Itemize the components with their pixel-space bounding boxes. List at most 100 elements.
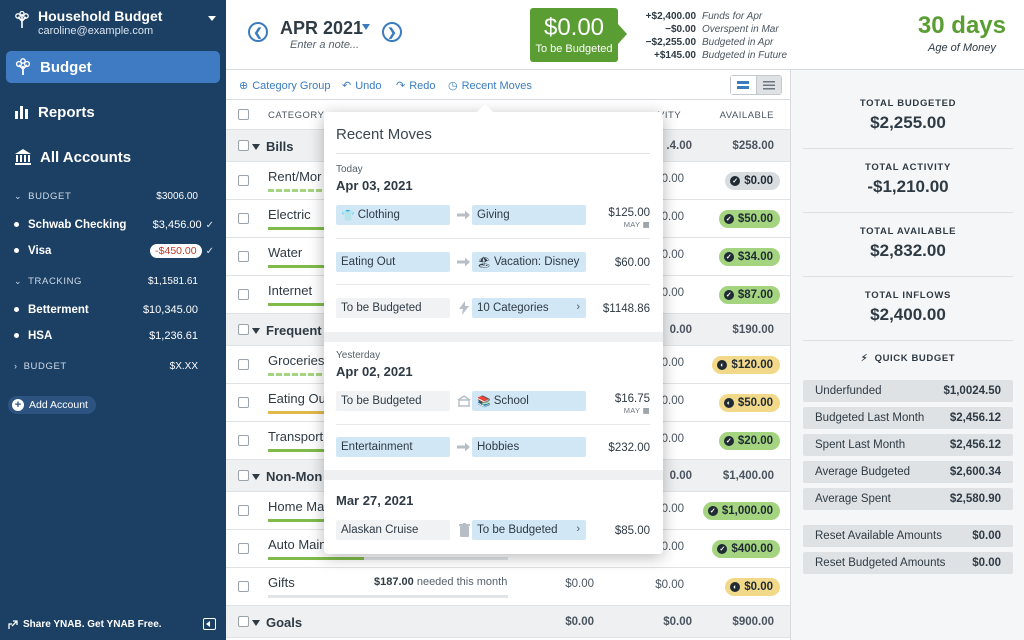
available-pill[interactable]: ◐ $120.00 [712,356,780,374]
row-checkbox[interactable] [238,289,249,300]
group-name[interactable]: Goals [252,615,302,630]
category-name[interactable]: Electric [268,207,311,222]
move-to-category[interactable]: 🏖 Vacation: Disney [472,252,586,272]
row-checkbox[interactable] [238,397,249,408]
group-name[interactable]: Bills [252,139,293,154]
move-item[interactable]: Alaskan Cruise To be Budgeted › $85.00 [336,520,650,540]
group-name[interactable]: Frequent [252,323,322,338]
move-item[interactable]: To be Budgeted 📚 School $16.75 MAY ▦ [336,391,650,415]
nav-reports[interactable]: Reports [6,96,220,128]
account-betterment[interactable]: Betterment $10,345.00 [14,304,198,316]
caret-down-icon [208,16,216,21]
select-all-checkbox[interactable] [238,109,249,120]
account-hsa[interactable]: HSA $1,236.61 [14,330,198,342]
quick-average-spent[interactable]: Average Spent $2,580.90 [803,488,1013,510]
row-checkbox[interactable] [238,505,249,516]
row-checkbox[interactable] [238,251,249,262]
move-from-category[interactable]: Alaskan Cruise [336,520,450,540]
reset-available-button[interactable]: Reset Available Amounts $0.00 [803,525,1013,547]
bolt-icon: ⚡︎ [860,353,869,364]
available-pill[interactable]: ✓ $34.00 [718,248,780,266]
category-name[interactable]: Rent/Mor [268,169,322,184]
move-to-category[interactable]: 📚 School [472,391,586,411]
category-row[interactable]: Gifts $187.00 needed this month $0.00 $0.00… [226,568,790,606]
row-checkbox[interactable] [238,140,249,151]
available-pill[interactable]: ◐ $50.00 [718,394,780,412]
to-be-budgeted[interactable]: $0.00 To be Budgeted [530,8,627,62]
collapse-sidebar-icon[interactable] [203,618,216,630]
category-name[interactable]: Transport [268,429,324,444]
view-toggle [730,75,782,95]
month-dropdown-icon[interactable] [362,24,370,30]
move-to-category[interactable]: To be Budgeted › [472,520,586,540]
available-pill[interactable]: ✓ $1,000.00 [702,502,780,520]
row-checkbox[interactable] [238,213,249,224]
category-name[interactable]: Gifts [268,575,295,590]
category-name[interactable]: Water [268,245,303,260]
row-checkbox[interactable] [238,543,249,554]
category-group-row[interactable]: Goals $0.00 $0.00 $900.00 [226,606,790,638]
compact-view-button[interactable] [756,76,781,94]
move-from-category[interactable]: Entertainment [336,437,450,457]
quick-budgeted-last-month[interactable]: Budgeted Last Month $2,456.12 [803,407,1013,429]
nav-all-accounts[interactable]: All Accounts [6,141,220,173]
available-pill[interactable]: ✓ $50.00 [718,210,780,228]
share-link[interactable]: Share YNAB. Get YNAB Free. [8,619,162,630]
move-item[interactable]: 👕 Clothing Giving $125.00 MAY ▦ [336,205,650,229]
category-name[interactable]: Internet [268,283,313,298]
quick-spent-last-month[interactable]: Spent Last Month $2,456.12 [803,434,1013,456]
available-pill[interactable]: ✓ $400.00 [712,540,780,558]
activity-amount: 0.00 [661,395,684,407]
category-name[interactable]: Home Ma [268,499,325,514]
row-checkbox[interactable] [238,324,249,335]
row-checkbox[interactable] [238,616,249,627]
undo-button[interactable]: ↶ Undo [342,79,382,93]
budget-menu[interactable]: Household Budget caroline@example.com [14,8,220,42]
account-schwab-checking[interactable]: Schwab Checking $3,456.00 ✓ [14,219,214,231]
group-name[interactable]: Non-Mon [252,469,322,484]
next-month-button[interactable]: ❯ [382,22,402,42]
move-from-category[interactable]: To be Budgeted [336,391,450,411]
row-checkbox[interactable] [238,359,249,370]
move-item[interactable]: Eating Out 🏖 Vacation: Disney $60.00 [336,252,650,272]
move-amount: $125.00 [608,207,650,219]
quick-underfunded[interactable]: Underfunded $1,0024.50 [803,380,1013,402]
move-to-category[interactable]: 10 Categories › [472,298,586,318]
check-icon: ✓ [205,245,214,257]
row-checkbox[interactable] [238,435,249,446]
account-visa[interactable]: Visa -$450.00 ✓ [14,244,214,258]
account-group-budget-collapsed[interactable]: › BUDGET $X.XX [14,361,198,372]
row-checkbox[interactable] [238,470,249,481]
account-group-tracking[interactable]: ⌄ TRACKING $1,1581.61 [14,276,198,287]
nav-budget[interactable]: Budget [6,51,220,83]
previous-month-button[interactable]: ❮ [248,22,268,42]
available-pill[interactable]: ✓ $0.00 [725,172,780,190]
available-pill[interactable]: ✓ $87.00 [718,286,780,304]
available-pill[interactable]: ◐ $0.00 [725,578,780,596]
budgeted-amount[interactable]: $0.00 [565,578,594,590]
expanded-view-button[interactable] [731,76,757,94]
move-to-category[interactable]: Giving [472,205,586,225]
move-from-category[interactable]: 👕 Clothing [336,205,450,225]
move-from-category[interactable]: To be Budgeted [336,298,450,318]
move-to-category[interactable]: Hobbies [472,437,586,457]
row-checkbox[interactable] [238,175,249,186]
add-account-button[interactable]: + Add Account [8,396,96,414]
quick-average-budgeted[interactable]: Average Budgeted $2,600.34 [803,461,1013,483]
category-name[interactable]: Eating Ou [268,391,326,406]
recent-moves-button[interactable]: ◷ Recent Moves [448,79,532,93]
move-from-category[interactable]: Eating Out [336,252,450,272]
month-label[interactable]: APR 2021 [280,18,364,38]
move-item[interactable]: Entertainment Hobbies $232.00 [336,437,650,457]
add-category-group-button[interactable]: ⊕ Category Group [239,79,330,93]
account-group-budget[interactable]: ⌄ BUDGET $3006.00 [14,191,198,202]
category-name[interactable]: Groceries [268,353,325,368]
move-item[interactable]: To be Budgeted 10 Categories › $1148.86 [336,298,650,318]
row-checkbox[interactable] [238,581,249,592]
redo-button[interactable]: ↷ Redo [396,79,436,93]
reset-budgeted-button[interactable]: Reset Budgeted Amounts $0.00 [803,552,1013,574]
available-pill[interactable]: ✓ $20.00 [718,432,780,450]
breakdown-value: −$2,255.00 [645,37,696,48]
sidebar: Household Budget caroline@example.com Bu… [0,0,226,640]
month-note[interactable]: Enter a note... [290,39,360,51]
